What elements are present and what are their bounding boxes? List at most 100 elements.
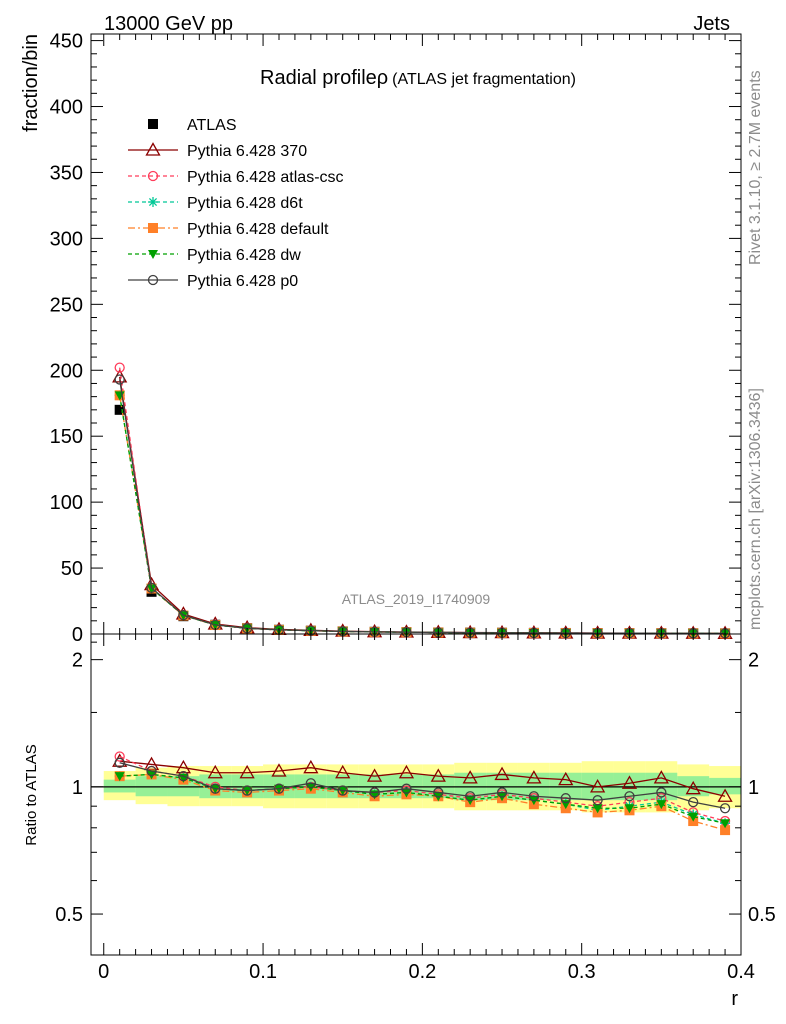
ratio-series-line xyxy=(119,755,726,822)
data-point xyxy=(114,404,125,415)
band-segment xyxy=(709,777,741,795)
legend: ATLAS Pythia 6.428 370 Pythia 6.428 atlas-… xyxy=(128,117,344,290)
ratio-data-point xyxy=(688,797,699,808)
ratio-data-point xyxy=(175,759,192,774)
main-subtitle: (ATLAS jet fragmentation) xyxy=(392,71,576,88)
ratio-y-tick-label: 2 xyxy=(72,650,83,672)
ratio-data-point xyxy=(114,751,125,762)
ratio-data-point xyxy=(558,771,574,786)
ratio-data-point xyxy=(178,771,189,782)
legend-label: Pythia 6.428 d6t xyxy=(187,195,303,212)
ratio-data-point xyxy=(398,764,415,779)
ratio-ylabel: Ratio to ATLAS xyxy=(23,744,40,845)
ratio-data-point xyxy=(717,788,733,802)
ratio-data-point xyxy=(526,770,542,784)
ratio-y-tick-label-right: 2 xyxy=(748,650,759,672)
ratio-data-point xyxy=(465,791,476,802)
band-segment xyxy=(103,779,136,793)
ratio-data-point xyxy=(621,775,638,789)
ratio-axes: 0.5 0.5 1 1 2 2 0 0.1 0.2 0.3 0.4 xyxy=(55,633,776,983)
y-tick-label: 250 xyxy=(50,294,83,316)
ratio-data-point xyxy=(685,780,701,795)
y-tick-label: 50 xyxy=(61,558,83,580)
ratio-data-point xyxy=(207,764,223,779)
main-panel: Radial profileρ (ATLAS jet fragmentation)… xyxy=(20,31,742,646)
data-point xyxy=(146,584,157,594)
ratio-data-point xyxy=(719,803,731,814)
ratio-data-point xyxy=(369,787,380,798)
ratio-data-point xyxy=(656,800,667,810)
ratio-data-point xyxy=(720,825,731,836)
legend-marker xyxy=(148,223,158,233)
data-point xyxy=(114,362,125,373)
ratio-data-point xyxy=(430,768,446,782)
ratio-data-point xyxy=(241,785,253,796)
side-label-top: Rivet 3.1.10, ≥ 2.7M events xyxy=(747,70,764,265)
ratio-data-point xyxy=(592,804,603,814)
legend-label: Pythia 6.428 atlas-csc xyxy=(187,169,344,186)
ratio-series-line xyxy=(119,760,726,797)
ratio-data-point xyxy=(401,783,412,794)
header-left: 13000 GeV pp xyxy=(104,13,233,35)
legend-label: Pythia 6.428 default xyxy=(187,221,329,238)
ratio-data-point xyxy=(656,787,667,798)
y-tick-label: 400 xyxy=(50,97,83,119)
main-title-symbol: ρ xyxy=(377,67,388,89)
y-tick-label: 350 xyxy=(50,162,83,184)
ratio-y-tick-label-right: 0.5 xyxy=(748,904,776,926)
y-tick-label: 100 xyxy=(50,492,83,514)
ratio-series-line xyxy=(119,762,726,809)
y-tick-label: 200 xyxy=(50,360,83,382)
ratio-series-line xyxy=(119,773,726,831)
legend-marker xyxy=(147,274,159,286)
ratio-data-point xyxy=(528,791,540,802)
legend-marker xyxy=(148,197,158,207)
ratio-data-point xyxy=(624,791,635,802)
legend-label: ATLAS xyxy=(187,117,237,134)
ratio-data-point xyxy=(560,793,571,804)
legend-marker xyxy=(145,142,161,156)
ratio-data-point xyxy=(239,764,255,779)
ratio-data-point xyxy=(433,787,444,798)
ratio-data-point xyxy=(273,783,285,794)
data-point xyxy=(146,582,157,593)
ratio-data-point xyxy=(305,778,317,789)
ratio-series xyxy=(112,751,733,836)
ratio-y-tick-label: 1 xyxy=(72,777,83,799)
main-axes: 0 50 100 150 200 250 300 350 400 450 xyxy=(50,31,742,646)
ratio-data-point xyxy=(366,768,383,782)
ratio-data-point xyxy=(496,787,508,798)
ratio-data-point xyxy=(146,765,157,777)
y-tick-label: 450 xyxy=(50,31,83,53)
ratio-data-point xyxy=(271,763,287,777)
x-tick-label: 0.4 xyxy=(727,961,755,983)
ratio-data-point xyxy=(653,770,669,784)
ratio-data-point xyxy=(720,819,731,829)
y-tick-label: 150 xyxy=(50,426,83,448)
ratio-data-point xyxy=(337,785,348,796)
main-watermark: ATLAS_2019_I1740909 xyxy=(342,591,491,607)
x-tick-label: 0.1 xyxy=(249,961,277,983)
ratio-data-point xyxy=(143,756,160,771)
y-tick-label: 300 xyxy=(50,228,83,250)
legend-label: Pythia 6.428 p0 xyxy=(187,273,298,290)
main-ylabel: fraction/bin xyxy=(20,34,42,132)
ratio-data-point xyxy=(624,804,635,814)
ratio-data-point xyxy=(335,764,351,779)
data-point xyxy=(114,374,125,385)
ratio-series-5 xyxy=(114,757,731,814)
ratio-data-point xyxy=(114,772,125,782)
ratio-data-point xyxy=(590,779,606,793)
ratio-data-point xyxy=(303,759,319,774)
ratio-xlabel: r xyxy=(731,988,738,1010)
legend-marker xyxy=(147,170,159,182)
ratio-data-point xyxy=(592,795,603,806)
ratio-y-tick-label-right: 1 xyxy=(748,777,759,799)
ratio-data-point xyxy=(494,766,510,781)
ratio-panel: Ratio to ATLAS r 0.5 0.5 1 1 2 2 0 0.1 0.2 0.3 0.4 xyxy=(23,633,776,1010)
ratio-data-point xyxy=(114,757,125,768)
ratio-y-tick-label: 0.5 xyxy=(55,904,83,926)
ratio-data-point xyxy=(462,770,478,784)
ratio-frame xyxy=(90,633,742,956)
